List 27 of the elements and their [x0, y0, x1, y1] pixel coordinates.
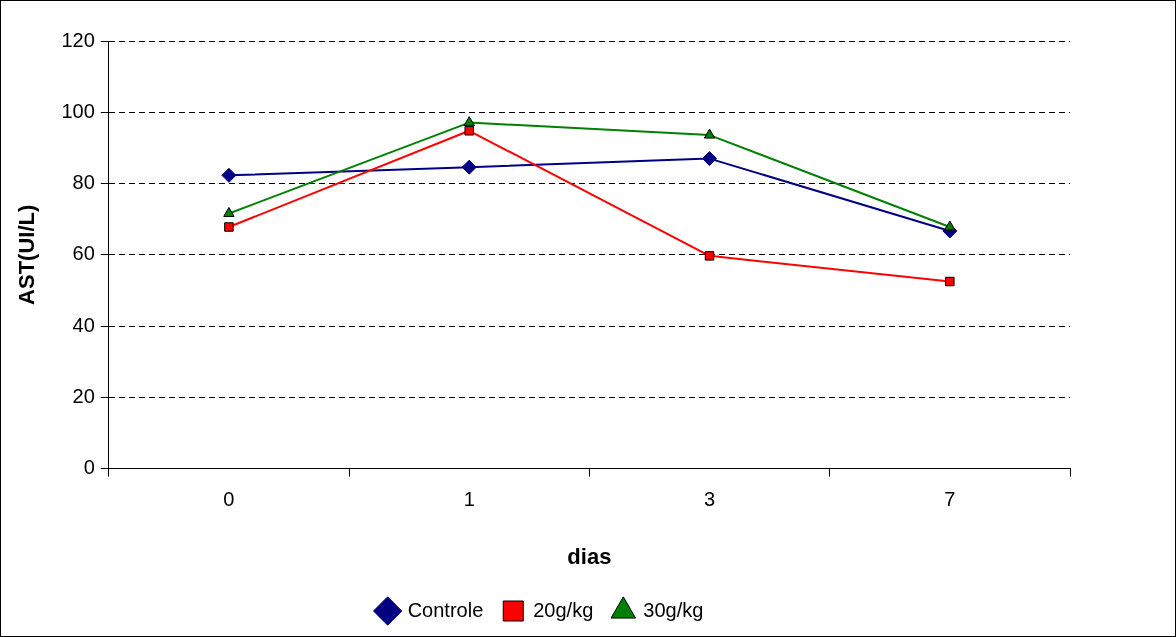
y-tick-label: 80	[72, 171, 95, 194]
x-tick-label: 3	[703, 488, 716, 511]
legend-label: 30g/kg	[643, 598, 704, 621]
y-tick-label: 100	[61, 99, 95, 122]
y-axis-title: AST(UI/L)	[14, 204, 40, 305]
point	[944, 220, 956, 231]
point	[461, 159, 477, 175]
x-axis-title: dias	[567, 543, 612, 569]
point	[702, 151, 718, 167]
y-tick-label: 60	[72, 242, 95, 265]
point	[223, 206, 235, 217]
point	[221, 167, 237, 183]
point	[463, 116, 475, 127]
x-tick-label: 1	[463, 488, 475, 511]
point	[703, 128, 716, 139]
legend-label: Controle	[407, 598, 484, 621]
y-tick-label: 120	[61, 28, 95, 51]
y-tick-label: 40	[72, 313, 95, 336]
y-tick-label: 20	[72, 384, 95, 407]
legend-label: 20g/kg	[533, 598, 594, 621]
point	[945, 276, 955, 287]
x-tick-label: 7	[944, 488, 956, 511]
point	[704, 251, 715, 261]
y-tick-label: 0	[83, 456, 95, 479]
point	[224, 222, 234, 232]
x-tick-label: 0	[223, 488, 235, 511]
point	[464, 126, 474, 136]
